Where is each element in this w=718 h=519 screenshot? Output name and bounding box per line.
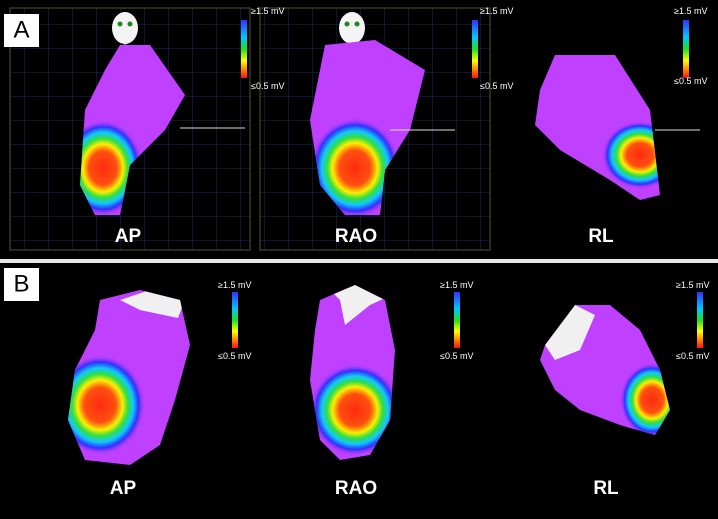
- scale-max: ≥1.5 mV: [440, 280, 473, 290]
- scale-min: ≤0.5 mV: [251, 81, 284, 91]
- view-label: RL: [588, 226, 614, 247]
- scale-min: ≤0.5 mV: [674, 76, 707, 86]
- panel-label-box: [4, 14, 39, 47]
- scale-max: ≥1.5 mV: [218, 280, 251, 290]
- view-label: RAO: [335, 478, 377, 499]
- panel-label: A: [13, 16, 29, 43]
- view-label: AP: [115, 226, 142, 247]
- scale-max: ≥1.5 mV: [480, 6, 513, 16]
- view-label: RAO: [335, 226, 377, 247]
- scale-max: ≥1.5 mV: [674, 6, 707, 16]
- scale-max: ≥1.5 mV: [676, 280, 709, 290]
- view-label: RL: [593, 478, 619, 499]
- panel-label: B: [13, 270, 29, 297]
- panel-label-box: [4, 268, 39, 301]
- scale-min: ≤0.5 mV: [440, 351, 473, 361]
- scale-max: ≥1.5 mV: [251, 6, 284, 16]
- scale-min: ≤0.5 mV: [480, 81, 513, 91]
- scale-min: ≤0.5 mV: [676, 351, 709, 361]
- divider: [0, 259, 718, 263]
- view-label: AP: [110, 478, 137, 499]
- colorbar: [232, 20, 703, 348]
- scale-min: ≤0.5 mV: [218, 351, 251, 361]
